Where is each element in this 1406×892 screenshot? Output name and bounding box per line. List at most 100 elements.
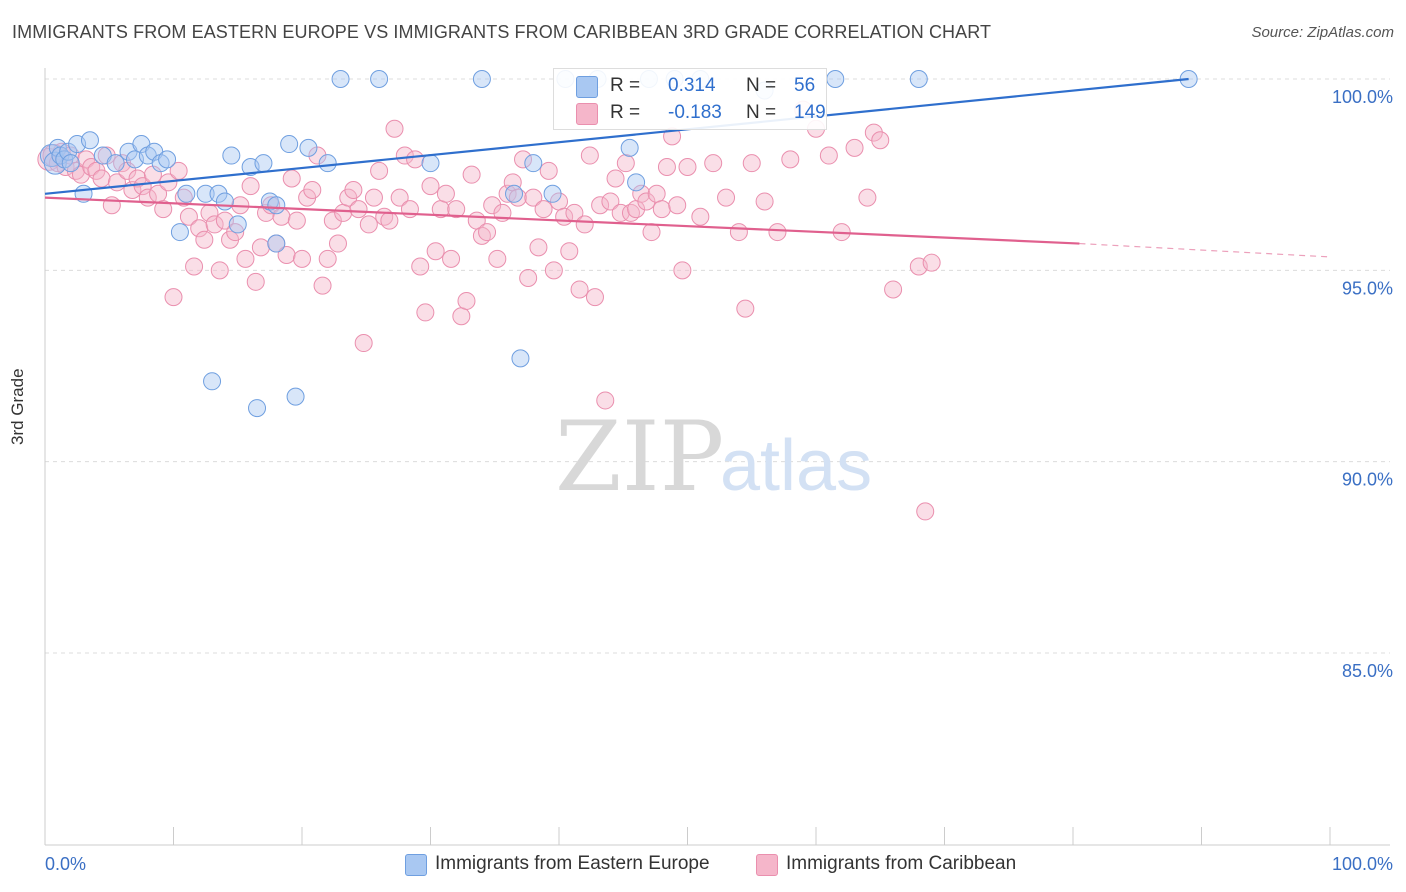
point-eastern-europe — [177, 184, 196, 203]
point-caribbean — [370, 161, 389, 180]
point-caribbean — [678, 158, 697, 177]
point-caribbean — [293, 249, 311, 268]
point-eastern-europe — [59, 142, 78, 161]
point-caribbean — [179, 207, 198, 226]
point-caribbean — [668, 196, 687, 215]
point-caribbean — [642, 223, 661, 242]
point-eastern-europe — [170, 223, 189, 242]
point-caribbean — [390, 188, 409, 207]
point-caribbean — [560, 242, 579, 261]
point-eastern-europe — [158, 150, 177, 169]
point-caribbean — [411, 257, 430, 276]
point-caribbean — [580, 146, 599, 165]
trend-line-caribbean-extension — [1079, 242, 1331, 258]
point-caribbean — [871, 131, 890, 150]
point-eastern-europe — [215, 192, 234, 211]
point-caribbean — [344, 180, 363, 199]
legend-r-value: -0.183 — [668, 102, 722, 123]
point-caribbean — [241, 177, 260, 196]
point-caribbean — [359, 215, 378, 234]
point-eastern-europe — [370, 70, 389, 88]
point-caribbean — [585, 288, 604, 307]
point-eastern-europe — [267, 196, 286, 215]
point-caribbean — [462, 165, 481, 184]
point-caribbean — [691, 207, 710, 226]
point-caribbean — [436, 184, 455, 203]
point-caribbean — [519, 268, 538, 287]
point-eastern-europe — [209, 184, 228, 203]
point-caribbean — [729, 223, 748, 242]
point-caribbean — [483, 196, 502, 215]
point-caribbean — [673, 261, 692, 280]
point-caribbean — [781, 150, 800, 169]
point-eastern-europe — [43, 151, 67, 175]
y-tick-label: 90.0% — [1342, 470, 1393, 490]
point-caribbean — [185, 257, 204, 276]
point-caribbean — [858, 188, 877, 207]
point-caribbean — [611, 203, 630, 222]
legend-n-label: N = — [746, 102, 777, 123]
trend-lines — [44, 77, 1331, 258]
bottom-legend-label: Immigrants from Caribbean — [786, 853, 1017, 874]
point-caribbean — [657, 158, 676, 177]
legend-r-value: 0.314 — [668, 75, 716, 96]
point-caribbean — [385, 119, 404, 138]
point-caribbean — [488, 249, 507, 268]
trend-line-eastern-europe — [44, 77, 1189, 195]
point-caribbean — [406, 150, 425, 169]
legend-n-label: N = — [746, 75, 777, 96]
point-caribbean — [442, 249, 461, 268]
point-caribbean — [652, 200, 671, 219]
point-caribbean — [97, 146, 116, 165]
point-eastern-europe — [421, 154, 440, 173]
point-caribbean — [164, 288, 183, 307]
point-caribbean — [303, 180, 322, 199]
point-eastern-europe — [627, 173, 646, 192]
point-caribbean — [457, 291, 476, 310]
point-eastern-europe — [826, 70, 845, 88]
point-caribbean — [349, 200, 368, 219]
point-eastern-europe — [196, 184, 215, 203]
y-tick-label: 85.0% — [1342, 661, 1393, 681]
point-caribbean — [717, 188, 736, 207]
point-eastern-europe — [106, 154, 125, 173]
legend-r-label: R = — [610, 75, 641, 96]
point-eastern-europe — [909, 70, 928, 88]
watermark-zip: ZIP — [555, 401, 724, 513]
point-caribbean — [421, 177, 440, 196]
point-caribbean — [539, 161, 558, 180]
axes — [44, 68, 1390, 846]
x-tick-label: 100.0% — [1332, 854, 1393, 874]
point-eastern-europe — [254, 154, 273, 173]
point-caribbean — [236, 249, 255, 268]
bottom-legend-label: Immigrants from Eastern Europe — [435, 853, 710, 874]
point-caribbean — [755, 192, 774, 211]
watermark: ZIP atlas — [555, 401, 872, 513]
bottom-legend-swatch-blue — [405, 854, 427, 876]
point-caribbean — [736, 299, 755, 318]
point-caribbean — [323, 211, 342, 230]
point-caribbean — [845, 138, 864, 157]
point-caribbean — [922, 253, 941, 272]
point-eastern-europe — [524, 154, 543, 173]
point-caribbean — [287, 211, 306, 230]
x-tick-label: 0.0% — [45, 854, 86, 874]
y-tick-label: 100.0% — [1332, 87, 1393, 107]
chart-title: IMMIGRANTS FROM EASTERN EUROPE VS IMMIGR… — [12, 22, 992, 42]
point-eastern-europe — [280, 135, 299, 154]
point-caribbean — [514, 150, 533, 169]
point-caribbean — [544, 261, 563, 280]
point-caribbean — [210, 261, 229, 280]
point-caribbean — [416, 303, 435, 322]
point-eastern-europe — [620, 138, 639, 157]
point-caribbean — [364, 188, 383, 207]
point-caribbean — [308, 146, 327, 165]
point-eastern-europe — [222, 146, 241, 165]
point-caribbean — [380, 211, 399, 230]
point-caribbean — [498, 184, 517, 203]
point-eastern-europe — [80, 131, 99, 150]
point-caribbean — [742, 154, 761, 173]
point-caribbean — [647, 184, 666, 203]
point-caribbean — [190, 219, 209, 238]
trend-line-caribbean — [44, 196, 1080, 245]
